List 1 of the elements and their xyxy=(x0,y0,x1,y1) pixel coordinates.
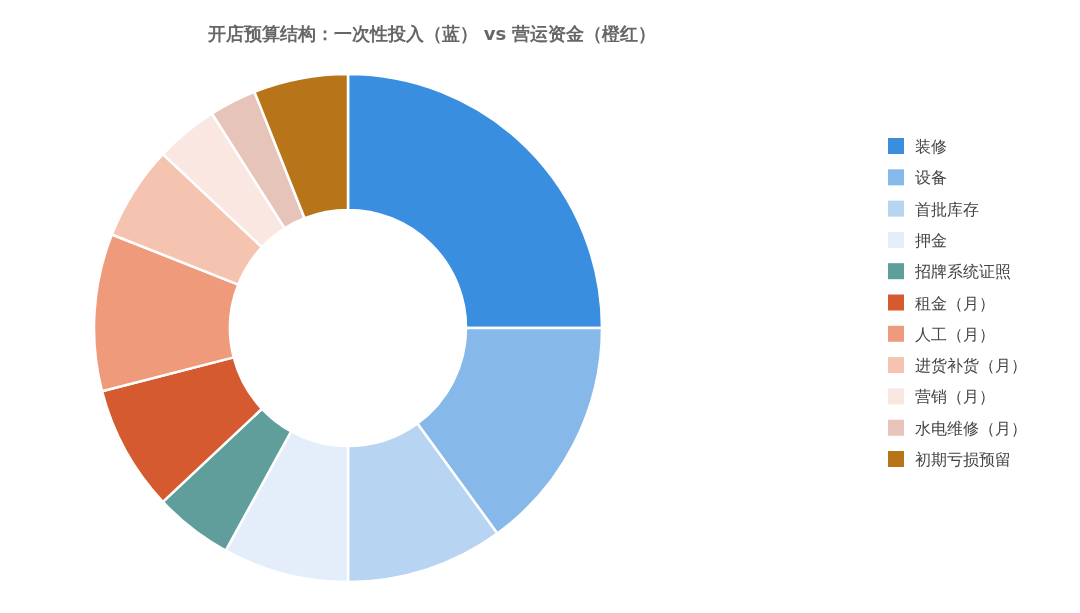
title: 开店预算结构：一次性投入（蓝） vs 营运资金（橙红） xyxy=(207,23,657,44)
